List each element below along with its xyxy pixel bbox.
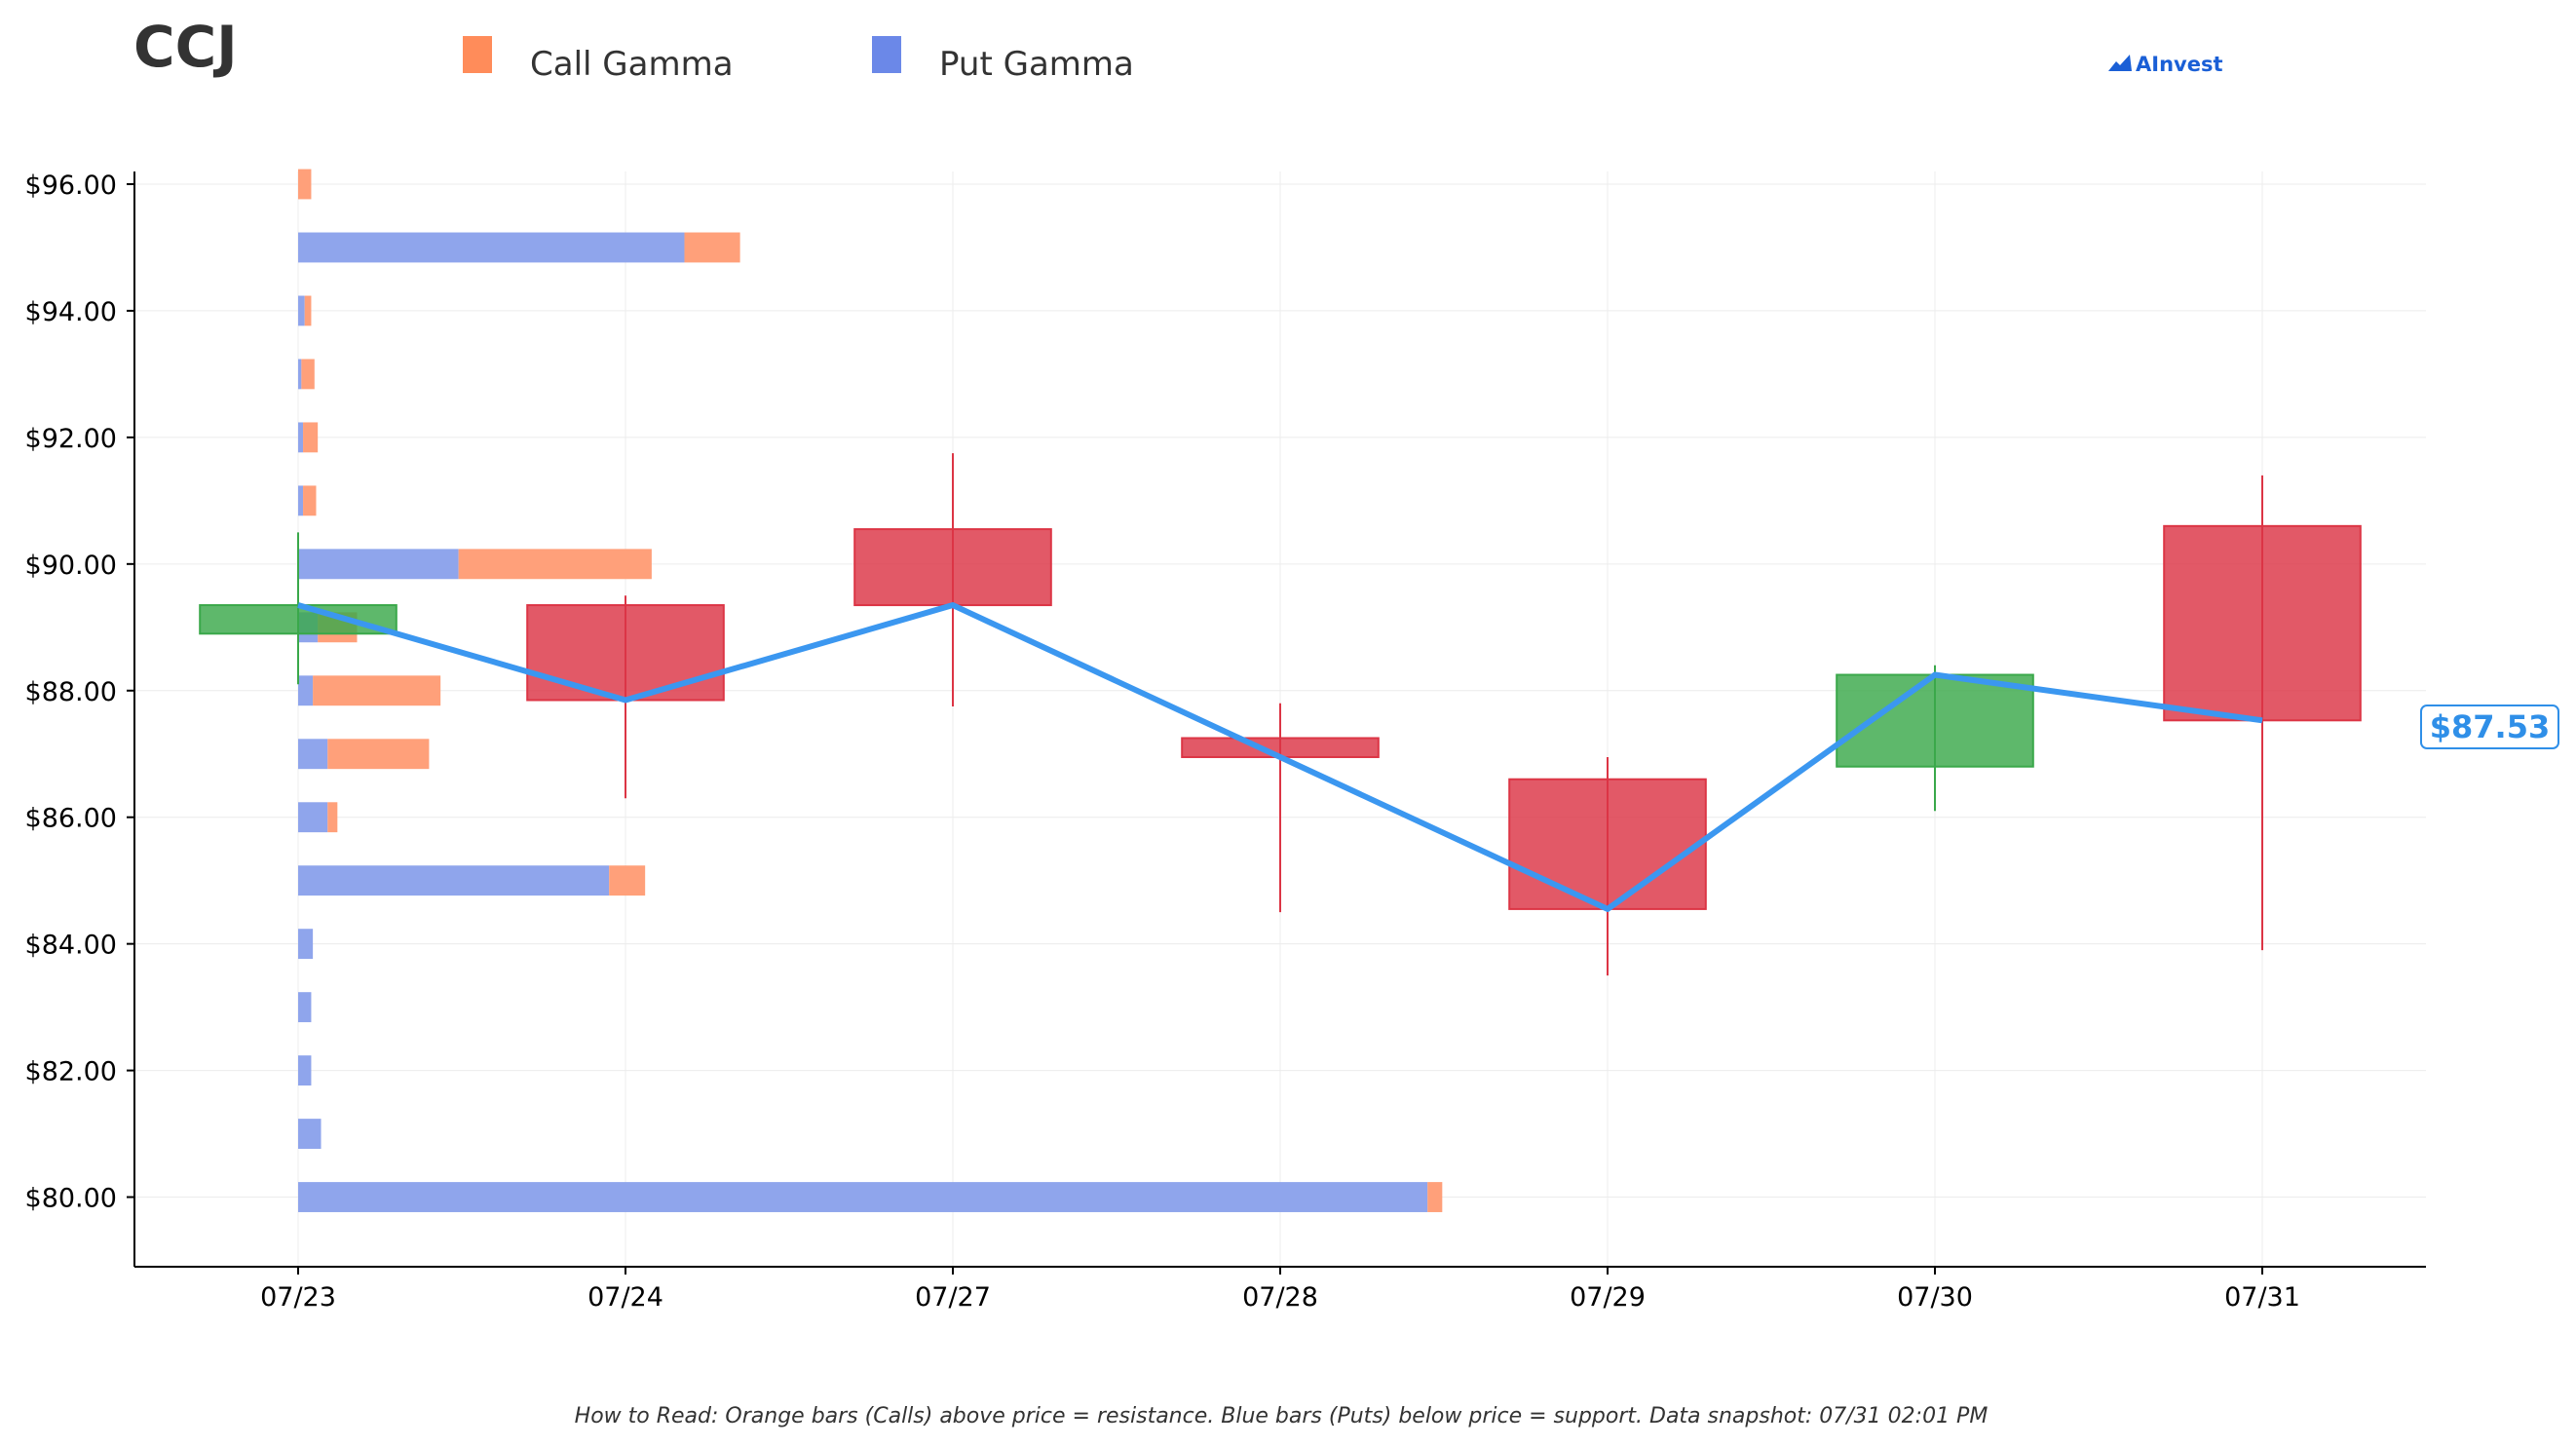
y-tick-label: $94.00 <box>25 297 117 327</box>
x-tick-label: 07/24 <box>587 1282 663 1313</box>
call-gamma-bar <box>303 422 319 453</box>
ticker-title: CCJ <box>133 14 238 80</box>
y-tick-label: $80.00 <box>25 1184 117 1214</box>
put-gamma-bar <box>298 359 302 390</box>
put-gamma-bar <box>298 1119 322 1149</box>
call-gamma-bar <box>301 359 315 390</box>
y-tick-label: $86.00 <box>25 804 117 834</box>
last-price-tag-label: $87.53 <box>2430 708 2550 745</box>
legend-swatch-call <box>463 36 492 73</box>
put-gamma-bar <box>298 802 328 833</box>
put-gamma-bar <box>298 422 304 453</box>
candle-body <box>199 604 398 635</box>
close-line-path <box>297 602 2263 912</box>
put-gamma-bar <box>298 865 610 896</box>
last-price-tag: $87.53 <box>2420 704 2559 749</box>
y-tick-label: $90.00 <box>25 551 117 581</box>
footnote: How to Read: Orange bars (Calls) above p… <box>575 1404 1989 1428</box>
put-gamma-bar <box>298 739 328 770</box>
call-gamma-bar <box>313 675 441 706</box>
call-gamma-bar <box>684 232 740 263</box>
y-tick-label: $92.00 <box>25 424 117 454</box>
put-gamma-bar <box>298 1182 1428 1212</box>
last-price-tag-box <box>2420 704 2559 749</box>
close-price-line <box>297 602 2263 912</box>
call-gamma-bar <box>609 865 646 896</box>
y-tick-label: $88.00 <box>25 677 117 707</box>
call-gamma-bar <box>1427 1182 1443 1212</box>
put-gamma-bar <box>298 295 305 326</box>
put-gamma-bar <box>298 675 314 706</box>
x-tick-label: 07/31 <box>2224 1282 2300 1313</box>
call-gamma-bar <box>298 169 312 200</box>
x-tick-label: 07/23 <box>260 1282 336 1313</box>
put-gamma-bars <box>298 232 1428 1212</box>
x-axis-ticks: 07/23 07/24 07/27 07/28 07/29 07/30 07/31 <box>260 1267 2300 1313</box>
put-gamma-bar <box>298 232 685 263</box>
x-tick-label: 07/30 <box>1897 1282 1973 1313</box>
brand-logo-text: AInvest <box>2136 53 2223 76</box>
y-tick-label: $84.00 <box>25 931 117 961</box>
candle-body <box>2163 524 2362 722</box>
put-gamma-bar <box>298 485 304 516</box>
x-tick-label: 07/27 <box>915 1282 991 1313</box>
put-gamma-bar <box>298 992 312 1023</box>
candle-body <box>526 604 725 702</box>
put-gamma-bar <box>298 1055 312 1086</box>
put-gamma-bar <box>298 549 459 580</box>
brand-logo: AInvest <box>2108 53 2223 76</box>
x-tick-label: 07/28 <box>1242 1282 1318 1313</box>
call-gamma-bar <box>304 295 312 326</box>
y-tick-label: $82.00 <box>25 1057 117 1087</box>
legend-label-call: Call Gamma <box>530 45 734 84</box>
y-axis-ticks: $80.00 $82.00 $84.00 $86.00 $88.00 $90.00 $92.… <box>25 171 134 1214</box>
legend-label-put: Put Gamma <box>939 45 1134 84</box>
candlesticks <box>199 453 2362 976</box>
put-gamma-bar <box>298 929 314 960</box>
legend: Call Gamma Put Gamma <box>463 36 1134 84</box>
y-tick-label: $96.00 <box>25 171 117 201</box>
call-gamma-bar <box>327 739 430 770</box>
candle-body <box>1508 778 1707 910</box>
call-gamma-bar <box>327 802 338 833</box>
legend-swatch-put <box>872 36 901 73</box>
x-tick-label: 07/29 <box>1570 1282 1646 1313</box>
call-gamma-bar <box>458 549 652 580</box>
brand-chart-icon <box>2108 55 2132 71</box>
call-gamma-bar <box>303 485 317 516</box>
candle-body <box>853 528 1052 607</box>
